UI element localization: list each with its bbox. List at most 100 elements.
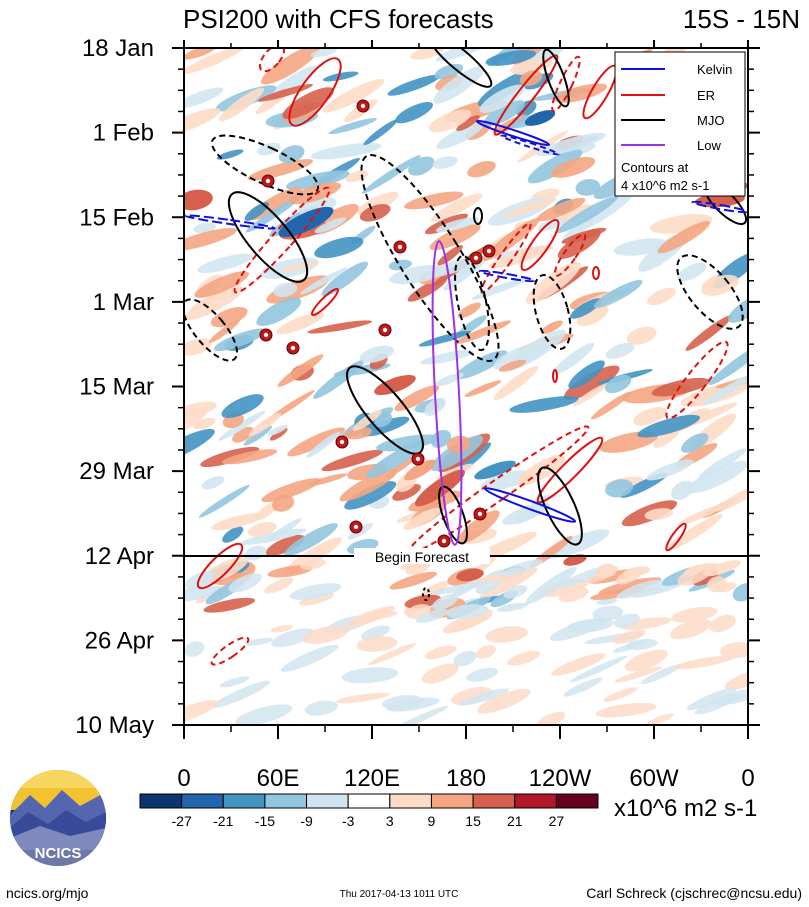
colorbar-swatch: [222, 793, 266, 809]
shading-blob: [376, 434, 439, 452]
shading-blob: [245, 196, 300, 233]
cyclone-marker: [356, 99, 370, 113]
cyclone-marker: [469, 251, 483, 265]
shading-blob: [445, 604, 490, 619]
shading-blob: [247, 159, 314, 181]
shading-blob: [256, 142, 281, 156]
shading-blob: [368, 643, 416, 665]
logo-text: NCICS: [35, 845, 82, 862]
cyclone-marker: [393, 240, 407, 254]
shading-blob: [616, 579, 664, 599]
legend-entry-mjo: MJO: [697, 113, 724, 128]
shading-blob: [328, 118, 377, 135]
shading-blob: [703, 560, 741, 577]
shading-blob: [645, 713, 674, 725]
shading-blob: [431, 581, 490, 595]
shading-blob: [568, 360, 605, 389]
shading-blob-strong: [404, 459, 436, 481]
shading-blob: [232, 426, 254, 443]
shading-blob: [234, 704, 293, 725]
footer-timestamp: Thu 2017-04-13 1011 UTC: [340, 889, 459, 900]
shading-blob: [282, 87, 334, 120]
shading-blob: [208, 319, 240, 343]
shading-blob: [457, 302, 481, 319]
shading-blob: [715, 484, 748, 512]
shading-blob: [698, 448, 747, 479]
x-tick-label: 120E: [344, 765, 400, 792]
shading-blob: [605, 374, 632, 394]
shading-blob: [570, 655, 628, 683]
begin-forecast-label: Begin Forecast: [375, 549, 469, 565]
shading-blob: [276, 312, 325, 335]
shading-blob: [593, 279, 643, 308]
shading-blob: [248, 412, 281, 437]
shading-blob: [197, 253, 253, 273]
cyclone-marker: [378, 323, 392, 337]
shading-blob: [306, 431, 341, 458]
shading-blob: [562, 217, 595, 242]
colorbar-swatch: [430, 793, 474, 809]
shading-blob: [322, 79, 385, 113]
shading-blob: [708, 341, 748, 386]
shading-blob: [300, 559, 326, 570]
shading-blob: [527, 149, 583, 184]
shading-blob: [497, 602, 528, 612]
shading-blob: [632, 581, 684, 598]
shading-blob-strong: [563, 554, 587, 566]
shading-blob: [621, 617, 672, 630]
colorbar-swatch: [139, 793, 183, 809]
shading-blob: [390, 705, 449, 725]
colorbar-tick-label: -3: [342, 813, 355, 829]
shading-blob: [260, 48, 321, 85]
shading-blob: [437, 245, 463, 266]
shading-blob: [388, 259, 412, 271]
shading-blob: [314, 236, 364, 259]
shading-blob: [686, 460, 748, 494]
shading-blob: [677, 503, 726, 526]
shading-blob: [193, 417, 216, 430]
shading-blob: [344, 426, 372, 440]
shading-blob: [551, 156, 596, 178]
x-tick-label: 180: [446, 765, 486, 792]
colorbar-swatch: [389, 793, 432, 809]
x-axis: 0 60E 120E 180 120W 60W 0: [177, 40, 755, 792]
cyclone-marker: [473, 507, 487, 521]
shading-blob: [385, 455, 418, 478]
shading-blob: [310, 142, 382, 160]
shading-blob: [394, 385, 440, 411]
y-tick-label: 26 Apr: [85, 627, 154, 654]
x-tick-label: 60E: [257, 765, 300, 792]
shading-blob: [612, 640, 648, 653]
footer-url: ncics.org/mjo: [6, 885, 89, 901]
cyclone-marker: [259, 328, 273, 342]
shading-blob: [573, 382, 610, 406]
shading-blob: [184, 108, 221, 137]
shading-blob: [556, 195, 618, 234]
shading-blob: [677, 563, 715, 586]
shading-blob: [287, 427, 345, 457]
shading-blob: [576, 305, 609, 326]
shading-blob: [613, 613, 640, 629]
shading-blob: [184, 338, 212, 356]
shading-blob: [433, 66, 485, 104]
shading-blob: [418, 330, 472, 347]
shading-blob: [685, 315, 733, 351]
shading-blob: [640, 664, 682, 685]
shading-blob: [356, 636, 398, 652]
shading-blob: [575, 179, 601, 196]
shading-blob: [525, 566, 577, 605]
shading-blob: [425, 257, 477, 278]
shading-blob: [430, 429, 452, 448]
shading-blob: [498, 359, 527, 372]
shading-blob: [310, 48, 338, 58]
shading-blob: [671, 480, 694, 500]
shading-blob: [493, 366, 539, 401]
shading-blob: [432, 594, 459, 610]
shading-blob: [283, 523, 338, 557]
shading-blob: [359, 345, 394, 363]
shading-blob: [280, 644, 339, 672]
legend-note-line2: 4 x10^6 m2 s-1: [621, 178, 709, 193]
shading-blob-strong: [278, 206, 334, 238]
shading-blob: [361, 416, 410, 437]
shading-blob: [200, 446, 260, 467]
